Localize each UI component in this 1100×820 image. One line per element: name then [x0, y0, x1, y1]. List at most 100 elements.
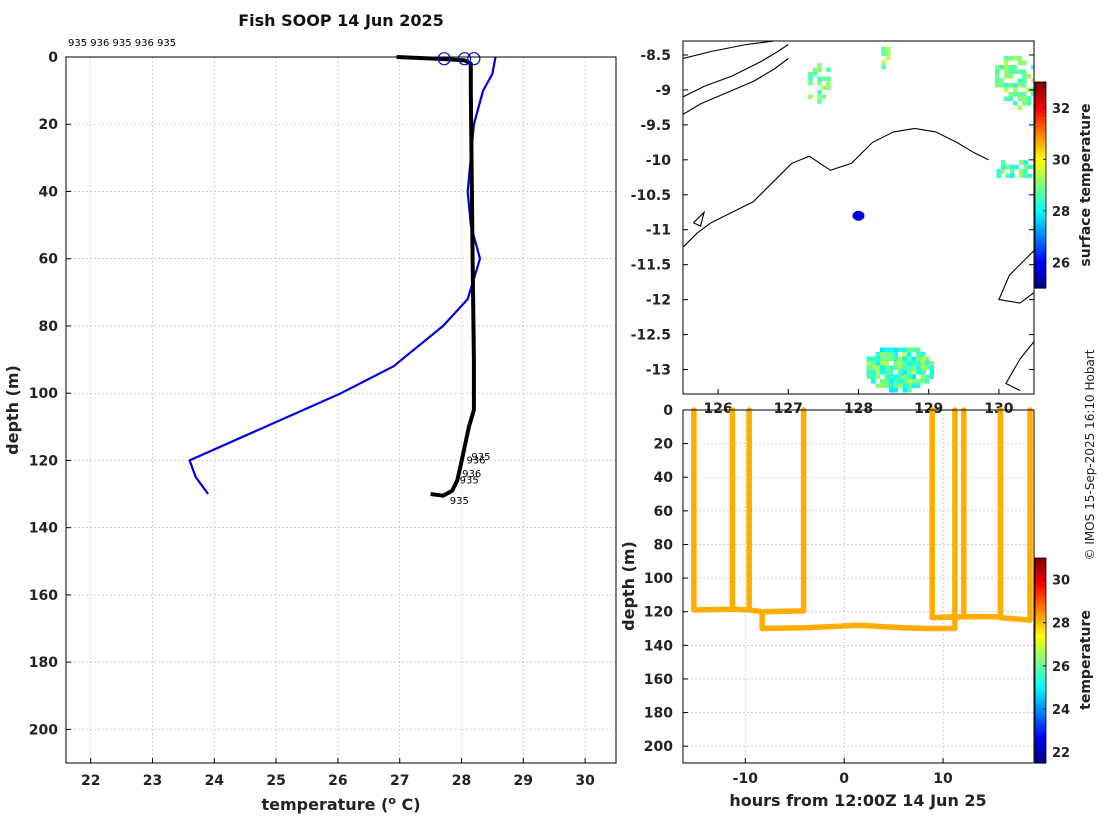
profile-id-label: 935: [460, 476, 479, 487]
sst-cell: [1017, 78, 1022, 83]
sst-cell: [826, 76, 831, 81]
sst-cell: [920, 361, 925, 366]
sst-cell: [1005, 173, 1010, 179]
surface-marker: [457, 52, 472, 66]
sst-cell: [916, 365, 921, 370]
colorbar-segment: [1035, 160, 1046, 165]
sst-cell: [893, 352, 898, 357]
ship-position-marker: [852, 210, 865, 221]
sst-cell: [871, 356, 876, 361]
sst-cell: [995, 69, 1000, 74]
profile-gridlines: [66, 56, 616, 763]
colorbar-segment: [1035, 239, 1046, 244]
coastline: [998, 250, 1034, 304]
sst-cell: [911, 365, 916, 370]
sst-cell: [812, 72, 818, 77]
y-tick-label: 0: [663, 403, 673, 419]
sst-cell: [907, 352, 912, 357]
profile-y-axis-label: depth (m): [3, 365, 22, 455]
sst-cell: [995, 65, 1000, 70]
sst-cell: [871, 374, 876, 379]
sst-cell: [1017, 92, 1022, 97]
sst-cell: [1009, 173, 1015, 179]
colorbar-segment: [1035, 185, 1046, 190]
colorbar-segment: [1035, 116, 1046, 121]
sst-cell: [996, 173, 1001, 179]
sst-cell: [808, 76, 813, 81]
sst-cell: [884, 356, 889, 361]
sst-cell: [1022, 60, 1027, 65]
y-tick-label: 120: [29, 453, 58, 469]
y-tick-label: 200: [29, 722, 58, 738]
sst-cell: [826, 81, 831, 86]
lat-tick-label: -8.5: [640, 48, 671, 64]
sst-cell: [902, 347, 907, 352]
sst-cell: [889, 352, 894, 357]
x-tick-label: 26: [328, 773, 347, 789]
sst-cell: [871, 370, 876, 375]
sst-cell: [1022, 96, 1027, 101]
surface-marker: [467, 52, 481, 66]
sst-cell: [902, 365, 907, 370]
colorbar-segment: [1035, 212, 1046, 217]
sst-cell: [902, 388, 907, 393]
sst-cell: [884, 383, 889, 388]
sst-cell: [821, 85, 827, 90]
colorbar-tick-label: 22: [1052, 746, 1070, 761]
colorbar-segment: [1035, 626, 1046, 631]
sst-cell: [1022, 69, 1027, 74]
coastline: [683, 58, 789, 115]
colorbar-segment: [1035, 246, 1046, 251]
sst-cell: [880, 383, 885, 388]
chart-title: Fish SOOP 14 Jun 2025: [238, 11, 444, 30]
sst-cell: [902, 361, 907, 366]
colorbar-segment: [1035, 205, 1046, 210]
sst-cell: [871, 361, 876, 366]
y-tick-label: 40: [39, 184, 59, 200]
colorbar-segment: [1035, 691, 1046, 696]
sst-cell: [916, 356, 921, 361]
sst-cell: [920, 352, 925, 357]
x-tick-label: 0: [839, 771, 849, 787]
sst-cell: [875, 370, 880, 375]
sst-cell: [925, 379, 930, 384]
sst-cell: [880, 370, 885, 375]
sst-cell: [821, 76, 827, 81]
lon-tick-label: 129: [914, 401, 943, 417]
sst-cell: [880, 347, 885, 352]
sst-cell: [1013, 92, 1018, 97]
sst-cell: [808, 81, 813, 86]
colorbar-segment: [1035, 585, 1046, 590]
sst-cell: [929, 361, 934, 366]
colorbar-segment: [1035, 257, 1046, 262]
sst-cell: [1031, 65, 1034, 70]
x-tick-label: 30: [575, 773, 595, 789]
sst-cell: [916, 383, 921, 388]
lat-tick-label: -9.5: [640, 118, 671, 134]
sst-cell: [1023, 164, 1028, 170]
sst-cell: [925, 365, 930, 370]
colorbar-segment: [1035, 728, 1046, 733]
timeseries-x-axis-label: hours from 12:00Z 14 Jun 25: [729, 791, 986, 810]
sst-cell: [817, 90, 822, 95]
sst-cell: [1017, 69, 1022, 74]
sst-cell: [880, 356, 885, 361]
sst-cell: [995, 78, 1000, 83]
sst-cell: [902, 352, 907, 357]
colorbar-segment: [1035, 226, 1046, 231]
colorbar-segment: [1035, 571, 1046, 576]
sst-cell: [826, 67, 831, 72]
colorbar-segment: [1035, 588, 1046, 593]
colorbar-segment: [1035, 233, 1046, 238]
sst-cell: [920, 379, 925, 384]
sst-cell: [902, 379, 907, 384]
sst-cell: [898, 347, 903, 352]
colorbar-segment: [1035, 236, 1046, 241]
colorbar-segment: [1035, 260, 1046, 265]
colorbar-segment: [1035, 640, 1046, 645]
timeseries-colorbar: 22 24 26 28 30: [1034, 557, 1070, 764]
y-tick-label: 100: [29, 386, 58, 402]
sst-cell: [902, 383, 907, 388]
sst-cell: [1004, 74, 1009, 79]
